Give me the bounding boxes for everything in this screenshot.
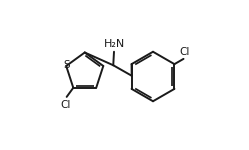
Text: Cl: Cl (61, 100, 71, 110)
Text: S: S (63, 60, 69, 70)
Text: Cl: Cl (179, 47, 189, 57)
Text: H₂N: H₂N (104, 39, 125, 49)
